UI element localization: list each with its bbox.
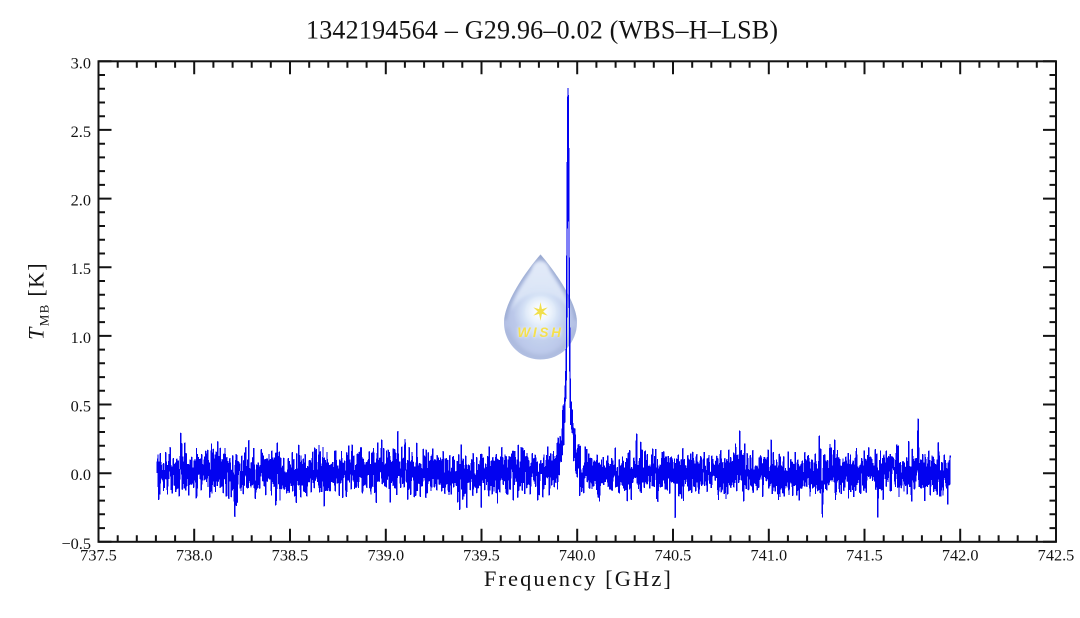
svg-text:742.5: 742.5 bbox=[1038, 546, 1075, 565]
svg-text:2.0: 2.0 bbox=[71, 191, 91, 210]
svg-text:742.0: 742.0 bbox=[942, 546, 979, 565]
svg-text:741.5: 741.5 bbox=[846, 546, 883, 565]
svg-text:740.0: 740.0 bbox=[559, 546, 596, 565]
svg-text:737.5: 737.5 bbox=[80, 546, 117, 565]
svg-text:WISH: WISH bbox=[517, 325, 563, 340]
svg-text:1342194564 – G29.96–0.02 (WBS–: 1342194564 – G29.96–0.02 (WBS–H–LSB) bbox=[306, 16, 778, 45]
svg-text:739.5: 739.5 bbox=[463, 546, 500, 565]
svg-text:TMB [K]: TMB [K] bbox=[24, 262, 52, 340]
svg-text:740.5: 740.5 bbox=[655, 546, 692, 565]
svg-text:2.5: 2.5 bbox=[71, 122, 91, 141]
svg-text:741.0: 741.0 bbox=[750, 546, 787, 565]
svg-text:738.5: 738.5 bbox=[272, 546, 309, 565]
svg-text:1.5: 1.5 bbox=[71, 259, 91, 278]
svg-text:738.0: 738.0 bbox=[176, 546, 213, 565]
svg-text:3.0: 3.0 bbox=[71, 53, 91, 72]
svg-text:0.0: 0.0 bbox=[71, 465, 91, 484]
svg-text:Frequency [GHz]: Frequency [GHz] bbox=[484, 566, 671, 591]
svg-text:WISH: WISH bbox=[517, 325, 563, 340]
svg-text:1.0: 1.0 bbox=[71, 328, 91, 347]
svg-text:−0.5: −0.5 bbox=[61, 534, 91, 553]
svg-text:0.5: 0.5 bbox=[71, 397, 91, 416]
svg-text:739.0: 739.0 bbox=[367, 546, 404, 565]
